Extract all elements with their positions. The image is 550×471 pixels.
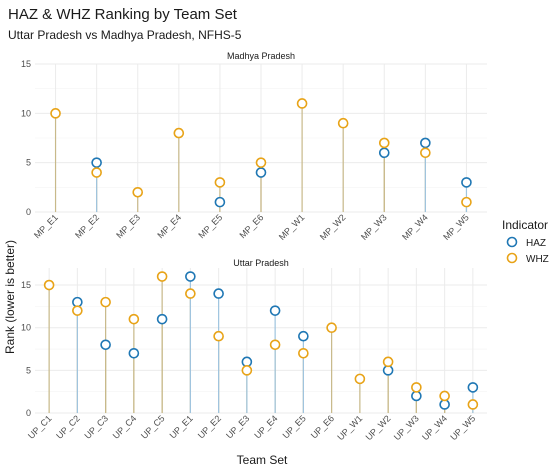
- haz-point: [411, 390, 422, 402]
- x-tick-label: UP_E3: [224, 413, 251, 440]
- x-tick-label: UP_E2: [196, 413, 223, 440]
- haz-point: [241, 356, 253, 368]
- y-tick-label: 10: [21, 323, 31, 333]
- legend-title: Indicator: [502, 218, 548, 232]
- y-tick-label: 0: [26, 408, 31, 418]
- y-tick-label: 5: [26, 158, 31, 168]
- whz-point: [72, 305, 83, 316]
- legend-whz-label: WHZ: [526, 254, 549, 265]
- haz-point: [128, 347, 140, 359]
- legend-haz-marker: [506, 236, 518, 248]
- y-tick-label: 15: [21, 59, 31, 69]
- x-tick-label: UP_W3: [392, 413, 421, 442]
- x-tick-label: UP_C2: [54, 413, 82, 441]
- haz-point: [255, 167, 267, 178]
- whz-point: [214, 177, 226, 188]
- haz-point: [185, 271, 196, 282]
- x-tick-label: UP_E5: [281, 413, 308, 440]
- panel-title: Uttar Pradesh: [233, 258, 289, 268]
- legend-haz-label: HAZ: [526, 238, 546, 249]
- whz-point: [382, 356, 394, 368]
- whz-point: [156, 271, 168, 282]
- x-tick-label: UP_W2: [364, 413, 393, 442]
- whz-point: [467, 399, 479, 410]
- haz-point: [439, 399, 450, 410]
- whz-point: [128, 313, 140, 325]
- chart-subtitle: Uttar Pradesh vs Madhya Pradesh, NFHS-5: [8, 28, 242, 42]
- x-tick-label: MP_E5: [196, 212, 224, 240]
- x-tick-label: MP_E6: [237, 212, 265, 240]
- panel-title: Madhya Pradesh: [227, 51, 295, 61]
- whz-point: [50, 108, 61, 119]
- whz-point: [378, 137, 390, 149]
- y-tick-label: 5: [26, 365, 31, 375]
- x-tick-label: UP_W4: [420, 413, 449, 442]
- panel-0: Madhya Pradesh 0 5 10 15 MP_E1 MP_E2 MP_E3 MP_E4…: [21, 51, 487, 242]
- haz-point: [100, 339, 111, 351]
- haz-point: [72, 296, 83, 308]
- haz-point: [298, 330, 309, 342]
- x-tick-label: MP_E3: [114, 212, 142, 240]
- whz-point: [326, 322, 337, 334]
- chart-title: HAZ & WHZ Ranking by Team Set: [8, 6, 237, 23]
- x-tick-label: MP_E4: [155, 212, 183, 240]
- x-tick-label: UP_C4: [111, 413, 139, 441]
- legend: Indicator HAZ WHZ: [502, 218, 549, 265]
- x-tick-label: MP_W4: [400, 212, 430, 242]
- x-tick-label: UP_C5: [139, 413, 167, 441]
- legend-whz-marker: [506, 252, 518, 264]
- whz-point: [132, 186, 144, 198]
- whz-point: [213, 330, 224, 342]
- x-tick-label: MP_E1: [32, 212, 60, 240]
- haz-point: [461, 177, 472, 188]
- haz-point: [420, 137, 431, 149]
- x-tick-label: UP_E4: [252, 413, 279, 440]
- whz-point: [354, 373, 366, 385]
- haz-point: [378, 147, 390, 159]
- whz-point: [255, 157, 267, 168]
- whz-point: [461, 196, 472, 208]
- x-tick-label: MP_W5: [441, 212, 471, 242]
- y-tick-label: 10: [21, 108, 31, 118]
- x-tick-label: MP_W2: [318, 212, 348, 242]
- whz-point: [91, 167, 102, 178]
- x-tick-label: UP_W1: [335, 413, 364, 442]
- haz-point: [269, 305, 281, 316]
- x-tick-label: UP_E6: [309, 413, 336, 440]
- haz-point: [213, 288, 224, 299]
- whz-point: [337, 117, 349, 129]
- whz-point: [269, 339, 281, 351]
- whz-point: [43, 279, 55, 291]
- x-tick-label: MP_W1: [277, 212, 307, 242]
- whz-point: [296, 98, 308, 109]
- whz-point: [241, 365, 253, 376]
- haz-point: [382, 365, 394, 376]
- x-tick-label: UP_E1: [168, 413, 195, 440]
- whz-point: [185, 288, 196, 299]
- haz-point: [156, 313, 168, 325]
- whz-point: [411, 382, 422, 393]
- whz-point: [420, 147, 431, 159]
- haz-point: [214, 196, 226, 208]
- y-tick-label: 0: [26, 207, 31, 217]
- y-axis-label: Rank (lower is better): [3, 240, 17, 354]
- haz-point: [467, 382, 479, 393]
- x-tick-label: UP_W5: [448, 413, 477, 442]
- whz-point: [100, 296, 111, 308]
- y-tick-label: 15: [21, 280, 31, 290]
- whz-point: [173, 127, 185, 139]
- x-tick-label: MP_W3: [359, 212, 389, 242]
- whz-point: [439, 390, 450, 402]
- x-tick-label: MP_E2: [73, 212, 101, 240]
- haz-point: [91, 157, 102, 168]
- x-tick-label: UP_C3: [82, 413, 110, 441]
- whz-point: [298, 347, 309, 359]
- x-axis-label: Team Set: [237, 453, 288, 467]
